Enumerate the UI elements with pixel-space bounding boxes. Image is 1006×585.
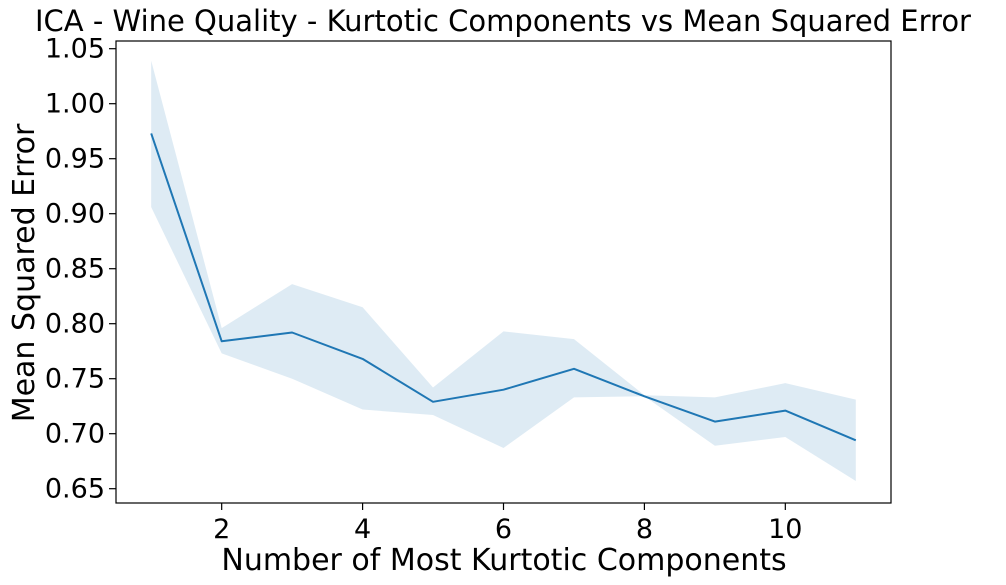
x-tick-label: 2 — [213, 514, 230, 545]
x-tick-label: 4 — [354, 514, 371, 545]
data-point — [290, 331, 294, 335]
data-point — [783, 409, 787, 413]
y-axis-ticks: 0.65 0.70 0.75 0.80 0.85 0.90 0.95 1.00 1.05 — [45, 34, 116, 505]
data-point — [431, 400, 435, 404]
x-tick-label: 10 — [768, 514, 802, 545]
data-point — [220, 339, 224, 343]
y-tick-label: 0.75 — [45, 364, 105, 395]
chart-title: ICA - Wine Quality - Kurtotic Components… — [35, 4, 971, 38]
y-tick-label: 0.65 — [45, 474, 105, 505]
y-tick-label: 1.05 — [45, 34, 105, 65]
data-point — [854, 438, 858, 442]
y-tick-label: 0.80 — [45, 309, 105, 340]
data-point — [361, 357, 365, 361]
data-point — [149, 131, 153, 135]
series-line — [150, 133, 857, 442]
y-tick-label: 1.00 — [45, 89, 105, 120]
y-tick-label: 0.90 — [45, 199, 105, 230]
confidence-band — [151, 60, 856, 482]
y-tick-label: 0.95 — [45, 144, 105, 175]
x-axis-ticks: 2 4 6 8 10 — [213, 503, 802, 545]
x-axis-title: Number of Most Kurtotic Components — [221, 543, 786, 578]
data-point — [642, 394, 646, 398]
y-tick-label: 0.85 — [45, 254, 105, 285]
data-point — [502, 388, 506, 392]
data-point — [572, 367, 576, 371]
data-point — [713, 420, 717, 424]
x-tick-label: 6 — [495, 514, 512, 545]
plot-area — [115, 40, 892, 504]
x-tick-label: 8 — [636, 514, 653, 545]
y-tick-label: 0.70 — [45, 419, 105, 450]
y-axis-title: Mean Squared Error — [7, 123, 42, 422]
